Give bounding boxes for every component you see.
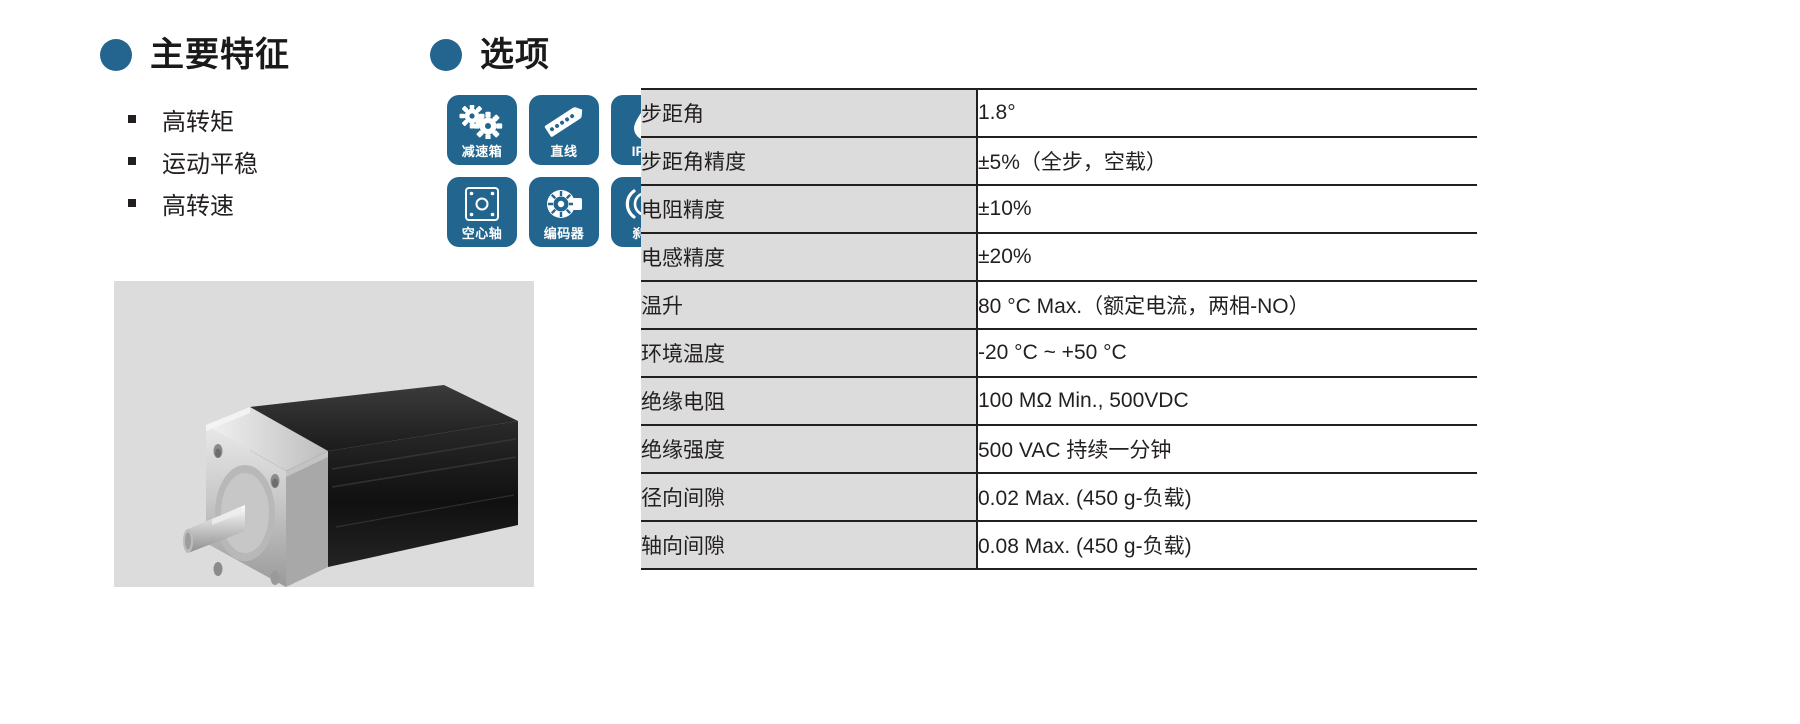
option-tile-label: 编码器 (543, 226, 585, 241)
spec-label: 步距角 (641, 88, 978, 138)
spec-value: 0.02 Max. (450 g-负载) (977, 473, 1477, 522)
square-bullet-icon (128, 115, 136, 123)
spec-label: 电感精度 (641, 233, 978, 282)
spec-label: 温升 (641, 281, 978, 330)
product-photo (114, 281, 534, 587)
options-heading: 选项 (430, 38, 550, 72)
spec-value: 1.8° (977, 88, 1477, 138)
option-tile-gearbox[interactable]: 减速箱 (447, 95, 517, 165)
spec-value: 80 °C Max.（额定电流，两相-NO） (977, 281, 1477, 330)
square-bullet-icon (128, 157, 136, 165)
spec-label: 步距角精度 (641, 137, 978, 186)
table-row: 环境温度 -20 °C ~ +50 °C (641, 329, 1477, 378)
spec-label: 电阻精度 (641, 185, 978, 234)
table-row: 径向间隙 0.02 Max. (450 g-负载) (641, 473, 1477, 522)
spec-label: 绝缘电阻 (641, 377, 978, 426)
table-row: 步距角精度 ±5%（全步，空载） (641, 137, 1477, 186)
spec-value: 500 VAC 持续一分钟 (977, 425, 1477, 474)
gears-icon (447, 95, 517, 145)
option-tile-encoder[interactable]: 编码器 (529, 177, 599, 247)
spec-value: ±10% (977, 185, 1477, 234)
bullet-dot-icon (430, 39, 462, 71)
encoder-icon (529, 177, 599, 227)
list-item: 运动平稳 (128, 140, 258, 182)
table-row: 绝缘强度 500 VAC 持续一分钟 (641, 425, 1477, 474)
spec-label: 径向间隙 (641, 473, 978, 522)
specification-table: 步距角 1.8° 步距角精度 ±5%（全步，空载） 电阻精度 ±10% 电感精度… (641, 88, 1477, 570)
options-heading-label: 选项 (480, 36, 550, 74)
spec-label: 绝缘强度 (641, 425, 978, 474)
left-column: 主要特征 选项 高转矩 运动平稳 高转速 (0, 0, 740, 724)
features-heading-label: 主要特征 (150, 36, 290, 74)
list-item: 高转速 (128, 182, 258, 224)
feature-label: 高转矩 (162, 108, 234, 136)
spec-value: -20 °C ~ +50 °C (977, 329, 1477, 378)
bullet-dot-icon (100, 39, 132, 71)
option-tile-hollow-shaft[interactable]: 空心轴 (447, 177, 517, 247)
lead-screw-icon (529, 95, 599, 145)
spec-value: 0.08 Max. (450 g-负载) (977, 521, 1477, 570)
option-tile-label: 空心轴 (461, 226, 503, 241)
square-bullet-icon (128, 199, 136, 207)
table-row: 电阻精度 ±10% (641, 185, 1477, 234)
option-tile-linear[interactable]: 直线 (529, 95, 599, 165)
table-row: 电感精度 ±20% (641, 233, 1477, 282)
feature-label: 运动平稳 (162, 150, 258, 178)
table-row: 轴向间隙 0.08 Max. (450 g-负载) (641, 521, 1477, 570)
feature-label: 高转速 (162, 192, 234, 220)
spec-label: 轴向间隙 (641, 521, 978, 570)
spec-value: ±5%（全步，空载） (977, 137, 1477, 186)
hollow-shaft-icon (447, 177, 517, 227)
spec-value: ±20% (977, 233, 1477, 282)
table-row: 绝缘电阻 100 MΩ Min., 500VDC (641, 377, 1477, 426)
specification-table-body: 步距角 1.8° 步距角精度 ±5%（全步，空载） 电阻精度 ±10% 电感精度… (641, 88, 1477, 570)
features-heading: 主要特征 (100, 38, 290, 72)
spec-label: 环境温度 (641, 329, 978, 378)
table-row: 步距角 1.8° (641, 88, 1477, 138)
list-item: 高转矩 (128, 98, 258, 140)
stepper-motor-illustration (114, 281, 534, 587)
features-list: 高转矩 运动平稳 高转速 (128, 98, 258, 224)
spec-value: 100 MΩ Min., 500VDC (977, 377, 1477, 426)
table-row: 温升 80 °C Max.（额定电流，两相-NO） (641, 281, 1477, 330)
option-tile-label: 直线 (550, 144, 578, 159)
option-tile-label: 减速箱 (461, 144, 503, 159)
